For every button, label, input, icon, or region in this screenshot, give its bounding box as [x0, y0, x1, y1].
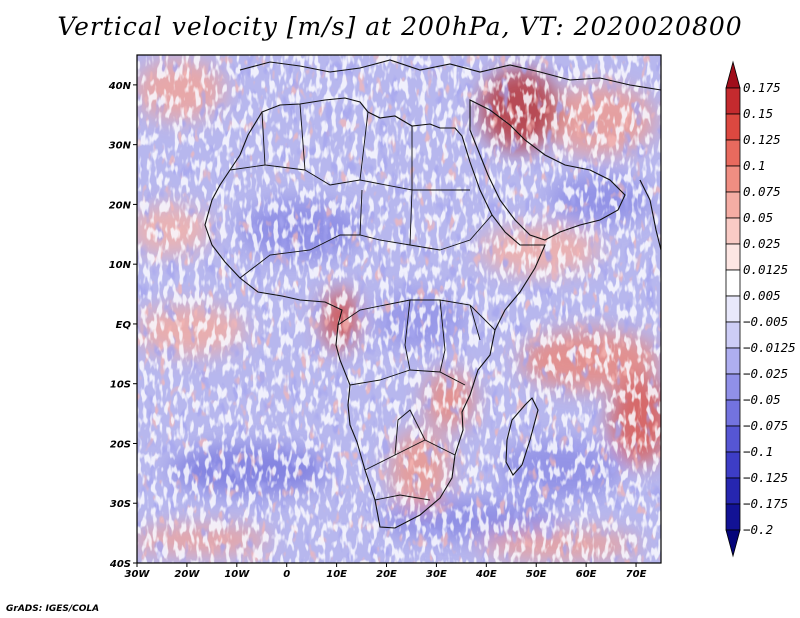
madagascar-coastline — [505, 397, 539, 476]
colorbar-box — [725, 451, 741, 479]
colorbar-box — [725, 373, 741, 401]
colorbar-label: 0.025 — [743, 236, 781, 251]
map-title: Vertical velocity [m/s] at 200hPa, VT: 2… — [57, 12, 743, 41]
lon-tick-label: 30W — [125, 569, 151, 580]
colorbar-bottom-arrow — [725, 529, 741, 558]
colorbar-label: 0.125 — [743, 132, 781, 147]
velocity-field — [137, 55, 661, 563]
colorbar-box — [725, 477, 741, 505]
lon-tick-label: 40E — [475, 569, 497, 580]
colorbar-box — [725, 295, 741, 323]
colorbar-label: −0.1 — [743, 444, 773, 459]
lat-tick-label: 10S — [110, 380, 131, 391]
colorbar-box — [725, 347, 741, 375]
colorbar-box — [725, 139, 741, 167]
colorbar-label: 0.075 — [743, 184, 781, 199]
colorbar-label: −0.0125 — [743, 340, 796, 355]
map-frame — [136, 54, 662, 564]
lat-tick-label: 10N — [109, 260, 132, 271]
lon-tick-label: 20W — [174, 569, 200, 580]
colorbar-boxes — [725, 60, 741, 558]
colorbar-box — [725, 243, 741, 271]
colorbar-box — [725, 113, 741, 141]
lat-tick-label: 30S — [110, 499, 131, 510]
colorbar-label: −0.125 — [743, 470, 788, 485]
colorbar-box — [725, 87, 741, 115]
colorbar-box — [725, 191, 741, 219]
colorbar-label: −0.05 — [743, 392, 781, 407]
colorbar-top-arrow — [725, 60, 741, 89]
lat-tick-label: EQ — [116, 320, 132, 331]
colorbar-label: −0.025 — [743, 366, 788, 381]
colorbar-label: 0.1 — [743, 158, 766, 173]
lon-tick-label: 70E — [626, 569, 647, 580]
grads-credit: GrADS: IGES/COLA — [6, 604, 100, 614]
europe-coastline — [239, 59, 661, 91]
arabia-coastline — [469, 99, 626, 241]
colorbar-box — [725, 217, 741, 245]
lon-tick-label: 10E — [326, 569, 347, 580]
colorbar-box — [725, 165, 741, 193]
lon-tick-label: 20E — [376, 569, 397, 580]
colorbar-box — [725, 503, 741, 531]
longitude-axis: 30W 20W 10W 0 10E 20E 30E 40E 50E 60E 70E — [125, 563, 647, 580]
lon-tick-label: 30E — [426, 569, 447, 580]
colorbar-labels: 0.175 0.15 0.125 0.1 0.075 0.05 0.025 0.0125 0.0… — [743, 80, 796, 537]
colorbar-label: −0.075 — [743, 418, 788, 433]
lat-tick-label: 40S — [109, 559, 131, 570]
lat-tick-label: 40N — [108, 81, 132, 92]
latitude-axis: 40N 30N 20N 10N EQ 10S 20S 30S 40S — [108, 81, 137, 570]
lat-tick-label: 20N — [109, 200, 132, 211]
lon-tick-label: 0 — [283, 569, 290, 580]
colorbar-label: 0.0125 — [743, 262, 788, 277]
colorbar: 0.175 0.15 0.125 0.1 0.075 0.05 0.025 0.0125 0.0… — [725, 60, 796, 558]
colorbar-label: 0.15 — [743, 106, 773, 121]
colorbar-label: −0.005 — [743, 314, 788, 329]
colorbar-box — [725, 399, 741, 427]
lat-tick-label: 30N — [109, 141, 132, 152]
colorbar-box — [725, 269, 741, 297]
country-borders — [229, 103, 496, 501]
coastlines-and-borders — [204, 59, 661, 529]
colorbar-label: 0.175 — [743, 80, 781, 95]
lon-tick-label: 50E — [526, 569, 547, 580]
lat-tick-label: 20S — [110, 439, 131, 450]
colorbar-label: 0.05 — [743, 210, 773, 225]
colorbar-box — [725, 321, 741, 349]
colorbar-box — [725, 425, 741, 453]
colorbar-label: −0.175 — [743, 496, 788, 511]
colorbar-label: 0.005 — [743, 288, 781, 303]
colorbar-label: −0.2 — [743, 522, 773, 537]
lon-tick-label: 10W — [224, 569, 250, 580]
india-coastline — [639, 179, 661, 251]
lon-tick-label: 60E — [576, 569, 597, 580]
